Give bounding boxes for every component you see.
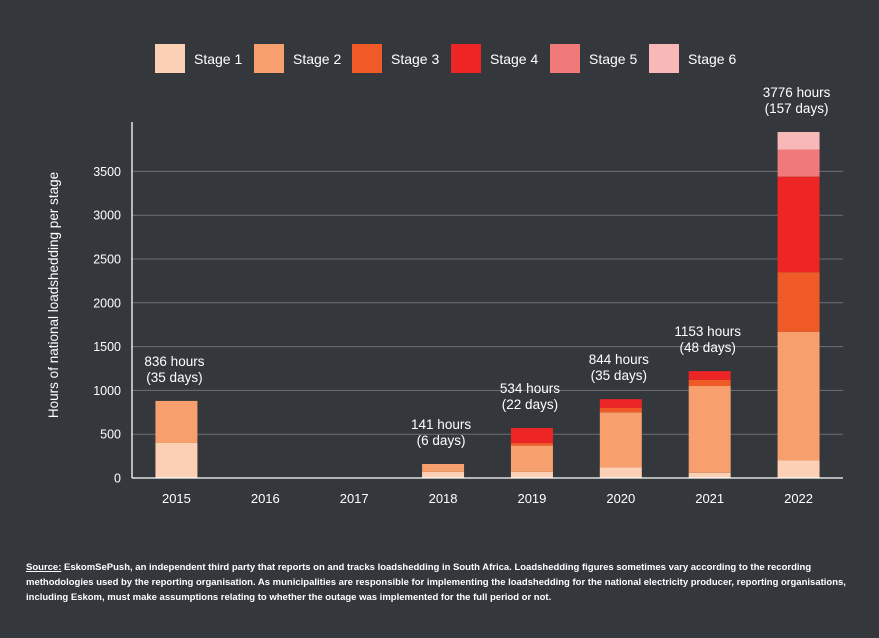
y-axis: 0 500 1000 1500 2000 2500 3000 3500: [93, 122, 133, 486]
bar-days-label: (48 days): [680, 340, 736, 355]
bar-days-label: (6 days): [417, 433, 466, 448]
bar-segment: [422, 471, 465, 478]
bar-segment: [510, 428, 553, 443]
x-tick-label: 2017: [340, 491, 369, 506]
bar-days-label: (22 days): [502, 397, 558, 412]
y-tick-label: 3000: [93, 209, 121, 223]
legend-label: Stage 2: [293, 51, 341, 67]
bar-segment: [688, 371, 731, 380]
bar-segment: [688, 386, 731, 473]
bar-segment: [155, 442, 198, 478]
bar-segment: [777, 331, 820, 461]
y-tick-label: 3500: [93, 165, 121, 179]
chart-gridlines: [132, 170, 843, 435]
y-tick-label: 2500: [93, 253, 121, 267]
x-tick-label: 2022: [784, 491, 813, 506]
source-label: Source:: [26, 562, 62, 573]
x-tick-label: 2021: [695, 491, 724, 506]
x-tick-label: 2020: [606, 491, 635, 506]
legend-swatch: [451, 44, 481, 73]
source-text: EskomSePush, an independent third party …: [26, 562, 846, 603]
legend-label: Stage 4: [490, 51, 538, 67]
chart-annotations: 836 hours(35 days)141 hours(6 days)534 h…: [144, 85, 830, 448]
bar-segment: [510, 445, 553, 472]
bar-segment: [599, 407, 642, 413]
bar-segment: [155, 400, 198, 443]
bar-total-label: 3776 hours: [763, 85, 831, 100]
source-note: Source: EskomSePush, an independent thir…: [26, 560, 846, 605]
y-tick-label: 500: [100, 428, 121, 442]
bar-segment: [599, 467, 642, 478]
bar-days-label: (35 days): [146, 370, 202, 385]
bar-total-label: 836 hours: [144, 354, 204, 369]
chart-legend: Stage 1 Stage 2 Stage 3 Stage 4 Stage 5 Stage…: [155, 44, 736, 73]
bar-days-label: (157 days): [765, 101, 829, 116]
bar-total-label: 534 hours: [500, 381, 560, 396]
bar-days-label: (35 days): [591, 368, 647, 383]
bar-segment: [510, 442, 553, 446]
x-tick-label: 2016: [251, 491, 280, 506]
bar-segment: [688, 379, 731, 387]
bar-segment: [599, 399, 642, 408]
y-tick-label: 1000: [93, 384, 121, 398]
legend-swatch: [649, 44, 679, 73]
legend-label: Stage 6: [688, 51, 736, 67]
y-tick-label: 2000: [93, 296, 121, 310]
bar-segment: [510, 471, 553, 478]
bar-segment: [777, 131, 820, 150]
legend-label: Stage 3: [391, 51, 439, 67]
y-axis-label: Hours of national loadshedding per stage: [46, 172, 61, 418]
x-axis: 2015 2016 2017 2018 2019 2020 2021 2022: [132, 477, 843, 506]
bar-segment: [422, 463, 465, 472]
bar-segment: [777, 460, 820, 478]
legend-label: Stage 1: [194, 51, 242, 67]
legend-swatch: [352, 44, 382, 73]
x-tick-label: 2019: [517, 491, 546, 506]
bar-segment: [777, 149, 820, 177]
loadshedding-chart: Stage 1 Stage 2 Stage 3 Stage 4 Stage 5 Stage…: [46, 44, 843, 506]
legend-swatch: [254, 44, 284, 73]
bar-total-label: 844 hours: [589, 352, 649, 367]
bar-total-label: 1153 hours: [674, 324, 741, 339]
legend-label: Stage 5: [589, 51, 637, 67]
chart-bars: [155, 131, 820, 478]
x-tick-label: 2018: [429, 491, 458, 506]
bar-segment: [688, 472, 731, 478]
legend-swatch: [155, 44, 185, 73]
y-tick-label: 1500: [93, 340, 121, 354]
bar-segment: [777, 272, 820, 332]
x-tick-label: 2015: [162, 491, 191, 506]
bar-total-label: 141 hours: [411, 417, 471, 432]
bar-segment: [599, 412, 642, 468]
legend-swatch: [550, 44, 580, 73]
y-tick-label: 0: [114, 472, 121, 486]
bar-segment: [777, 176, 820, 273]
